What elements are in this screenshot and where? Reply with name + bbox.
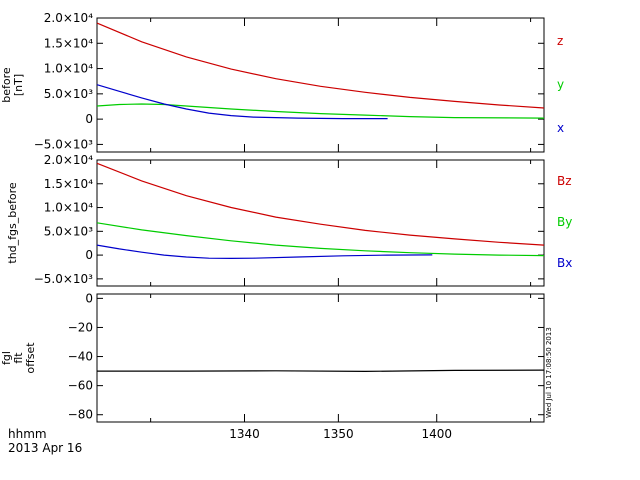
legend-z: z [557, 34, 563, 48]
y-tick-label: −5.0×10³ [34, 272, 93, 286]
y-tick-label: 0 [85, 248, 93, 262]
series-line-z [96, 22, 545, 109]
y-tick-label: 0 [85, 291, 93, 305]
panels-group: 2.0×10⁴ 1.5×10⁴ 1.0×10⁴ 5.0×10³ 0 −5.0×10³ bef… [0, 11, 572, 423]
y-tick-label: 0 [85, 112, 93, 126]
y-tick-label: 1.0×10⁴ [44, 62, 93, 76]
y-tick-label: −80 [68, 408, 93, 422]
series-line-By [96, 222, 545, 257]
series-line-Bz [96, 162, 545, 246]
footer-date-label: 2013 Apr 16 [8, 441, 82, 455]
y-axis-label: thd_fgs_before [6, 182, 19, 263]
series-line-y [96, 103, 545, 119]
y-tick-label: 5.0×10³ [44, 87, 93, 101]
series-line-x [96, 84, 388, 120]
legend-x: x [557, 121, 564, 135]
x-tick-label: 1400 [421, 427, 452, 441]
panel-3: 0 −20 −40 −60 −80 fgl flt offset [0, 291, 545, 423]
series-line-offset [97, 369, 545, 373]
panel-frame [96, 17, 545, 153]
y-axis-label: flt [12, 352, 25, 364]
y-tick-label: −40 [68, 350, 93, 364]
y-axis-label: [nT] [12, 74, 25, 96]
panel-frame [96, 159, 545, 287]
y-tick-label: 2.0×10⁴ [44, 153, 93, 167]
y-tick-label: −20 [68, 320, 93, 334]
panel-1: 2.0×10⁴ 1.5×10⁴ 1.0×10⁴ 5.0×10³ 0 −5.0×10³ bef… [0, 11, 564, 153]
y-tick-label: −5.0×10³ [34, 137, 93, 151]
legend-Bz: Bz [557, 174, 572, 188]
footer-unit-label: hhmm [8, 427, 47, 441]
legend-y: y [557, 77, 564, 91]
y-tick-label: 1.5×10⁴ [44, 177, 93, 191]
y-tick-label: −60 [68, 379, 93, 393]
y-tick-label: 5.0×10³ [44, 224, 93, 238]
y-axis-label: offset [24, 342, 37, 374]
legend-By: By [557, 215, 572, 229]
y-tick-label: 1.5×10⁴ [44, 36, 93, 50]
y-tick-label: 2.0×10⁴ [44, 11, 93, 25]
timestamp-label: Wed Jul 10 17:08:50 2013 [545, 327, 553, 418]
legend-Bx: Bx [557, 256, 572, 270]
panel-frame [96, 293, 545, 423]
x-tick-label: 1350 [323, 427, 354, 441]
x-axis-labels: 1340 1350 1400 [229, 427, 452, 441]
series-line-Bx [96, 244, 433, 260]
y-tick-label: 1.0×10⁴ [44, 201, 93, 215]
panel-2: 2.0×10⁴ 1.5×10⁴ 1.0×10⁴ 5.0×10³ 0 −5.0×10³ thd… [6, 153, 572, 287]
y-axis-label: before [0, 67, 13, 103]
y-axis-label: fgl [0, 351, 13, 365]
x-tick-label: 1340 [229, 427, 260, 441]
